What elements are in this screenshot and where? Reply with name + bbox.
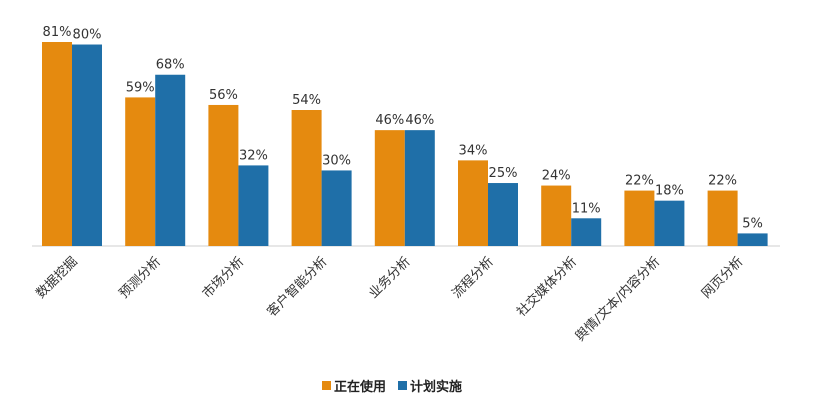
legend-label-in-use: 正在使用 (334, 380, 387, 395)
bar-in-use-8 (624, 190, 655, 246)
bar-in-use-1 (42, 42, 72, 246)
value-label-planned-6: 25% (489, 166, 518, 181)
legend-item-in-use: 正在使用 (322, 376, 386, 395)
value-label-planned-4: 30% (322, 153, 351, 168)
bar-planned-9 (737, 233, 768, 246)
category-label-3: 市场分析 (199, 254, 247, 302)
bar-planned-8 (654, 200, 685, 246)
bar-planned-4 (321, 170, 352, 246)
legend-label-planned: 计划实施 (410, 380, 463, 395)
category-label-6: 流程分析 (449, 254, 496, 301)
legend-item-planned: 计划实施 (398, 376, 462, 395)
value-label-in-use-9: 22% (708, 174, 737, 189)
bar-in-use-5 (374, 130, 405, 246)
legend-swatch-planned (398, 381, 408, 390)
bar-in-use-9 (707, 190, 738, 246)
category-label-9: 网页分析 (699, 254, 746, 301)
value-label-planned-9: 5% (742, 216, 763, 231)
value-label-in-use-5: 46% (375, 113, 404, 128)
value-label-in-use-2: 59% (126, 80, 155, 95)
data-labels-group: 81% 80% 59%68% 56% 32% 54% 30% 46% 46% 34%25% 24% 1… (43, 25, 763, 231)
value-label-in-use-4: 54% (292, 93, 321, 108)
bars-group (42, 42, 768, 247)
value-label-in-use-8: 22% (625, 174, 654, 189)
category-label-2: 预测分析 (117, 254, 164, 301)
bar-in-use-2 (125, 97, 156, 246)
bar-planned-5 (404, 130, 435, 246)
bar-planned-1 (72, 44, 102, 246)
category-label-8: 舆情/文本/内容分析 (572, 254, 663, 345)
bar-in-use-3 (208, 104, 239, 247)
bar-planned-3 (238, 165, 269, 246)
category-label-1: 数据挖掘 (33, 254, 80, 301)
value-label-planned-1: 80% (73, 28, 102, 43)
category-label-5: 业务分析 (366, 254, 414, 302)
value-label-planned-2: 68% (156, 58, 185, 73)
bar-in-use-6 (458, 160, 488, 246)
value-label-in-use-7: 24% (542, 169, 571, 184)
legend: 正在使用 计划实施 (322, 376, 474, 395)
category-label-7: 社交媒体分析 (514, 254, 580, 320)
category-label-4: 客户智能分析 (264, 254, 330, 320)
value-label-planned-5: 46% (405, 113, 434, 128)
value-label-planned-8: 18% (655, 184, 684, 199)
category-labels-group: 数据挖掘 预测分析 市场分析 客户智能分析 业务分析 流程分析 社交媒体分析舆情/文本/内容… (33, 254, 746, 345)
legend-swatch-in-use (322, 381, 331, 390)
bar-in-use-7 (541, 185, 572, 246)
bar-planned-2 (155, 74, 186, 246)
bar-planned-7 (571, 218, 602, 246)
value-label-planned-7: 11% (572, 201, 601, 216)
bar-in-use-4 (291, 110, 322, 246)
value-label-in-use-3: 56% (209, 88, 238, 103)
value-label-in-use-6: 34% (459, 143, 488, 158)
bar-planned-6 (488, 183, 518, 246)
value-label-planned-3: 32% (239, 148, 268, 163)
value-label-in-use-1: 81% (43, 25, 72, 40)
